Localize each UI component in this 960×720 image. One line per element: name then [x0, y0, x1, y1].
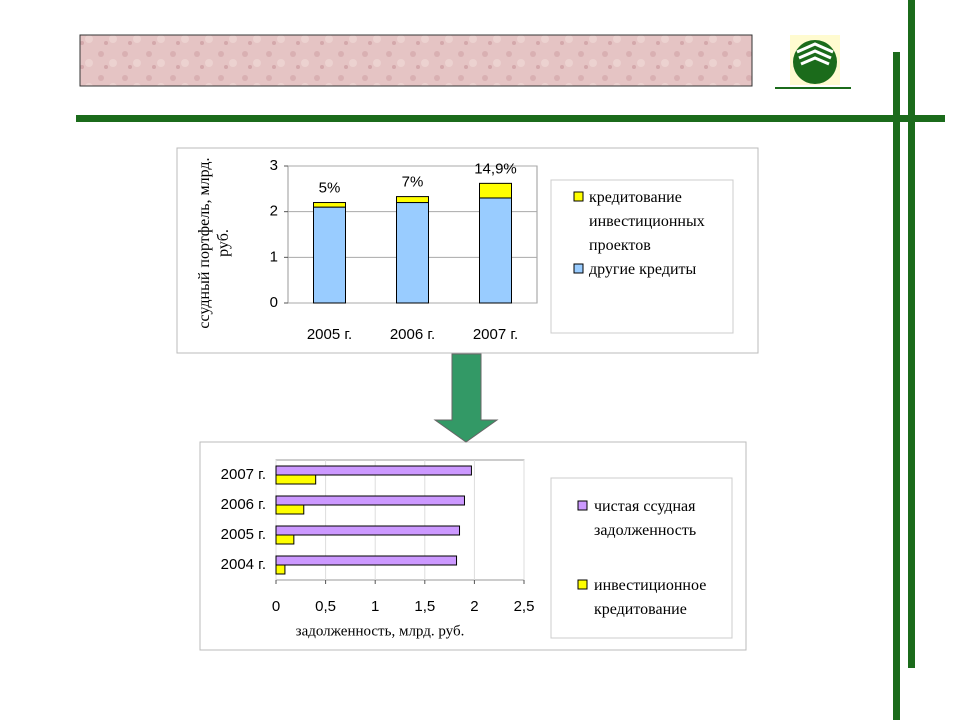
bar: [275, 465, 472, 476]
divider: [893, 52, 900, 720]
header-banner: [79, 34, 753, 87]
divider: [908, 0, 915, 668]
logo: [775, 35, 851, 89]
x-tick-label: 0,5: [315, 598, 336, 615]
divider: [76, 115, 945, 122]
bar: [275, 525, 461, 536]
y-tick-label: 2005 г.: [221, 526, 266, 543]
y-tick-label: 2007 г.: [221, 466, 266, 483]
y-axis-label: ссудный портфель, млрд. руб.: [196, 157, 232, 329]
bar: [275, 555, 458, 566]
arrow: [433, 353, 499, 443]
legend-label: другие кредиты: [589, 261, 697, 278]
annotation: 7%: [402, 174, 424, 191]
legend-swatch: [573, 191, 584, 202]
y-tick-label: 0: [270, 294, 278, 311]
legend-label: чистая ссудная задолженность: [594, 498, 697, 539]
legend-label: кредитование инвестиционных проектов: [589, 189, 705, 254]
x-axis-label: задолженность, млрд. руб.: [296, 623, 465, 639]
bar: [275, 504, 305, 515]
x-tick-label: 2007 г.: [473, 326, 518, 343]
legend-box: [550, 179, 734, 334]
legend-swatch: [577, 579, 588, 590]
bar: [275, 564, 286, 575]
y-tick-label: 2004 г.: [221, 556, 266, 573]
bar-segment: [396, 196, 429, 204]
annotation: 5%: [319, 180, 341, 197]
x-tick-label: 2006 г.: [390, 326, 435, 343]
x-tick-label: 2: [470, 598, 478, 615]
legend-swatch: [577, 500, 588, 511]
legend-swatch: [573, 263, 584, 274]
bar-segment: [313, 202, 346, 208]
x-tick-label: 0: [272, 598, 280, 615]
y-tick-label: 2006 г.: [221, 496, 266, 513]
bar: [275, 534, 295, 545]
bar-segment: [313, 206, 346, 304]
y-tick-label: 2: [270, 203, 278, 220]
bar: [275, 474, 317, 485]
bar-segment: [396, 202, 429, 304]
bar-segment: [479, 182, 512, 199]
x-tick-label: 1: [371, 598, 379, 615]
x-tick-label: 2005 г.: [307, 326, 352, 343]
annotation: 14,9%: [474, 160, 517, 177]
bar: [275, 495, 465, 506]
legend-label: инвестиционное кредитование: [594, 577, 707, 618]
bar-segment: [479, 197, 512, 304]
x-tick-label: 2,5: [514, 598, 535, 615]
x-tick-label: 1,5: [414, 598, 435, 615]
y-tick-label: 3: [270, 157, 278, 174]
y-tick-label: 1: [270, 248, 278, 265]
